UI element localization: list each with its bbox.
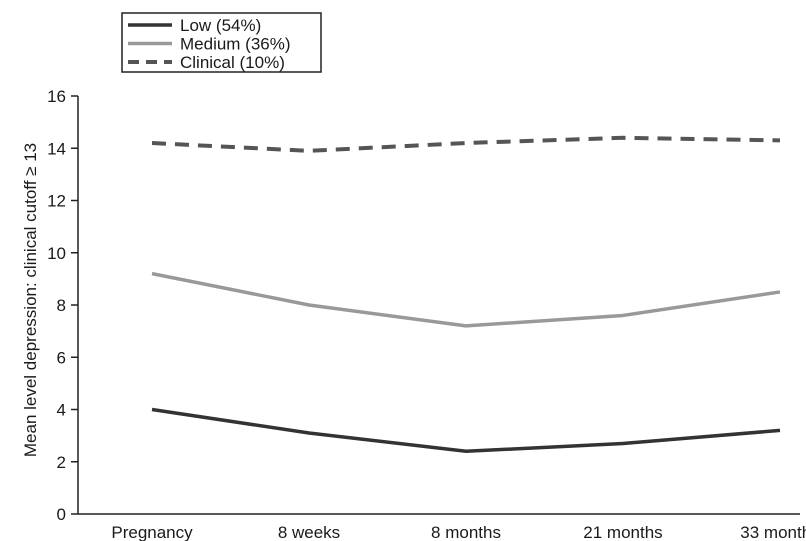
series-line-low	[151, 407, 781, 454]
y-tick-label: 10	[47, 244, 66, 263]
y-tick-label: 8	[57, 296, 66, 315]
y-axis-title: Mean level depression: clinical cutoff ≥…	[21, 143, 40, 457]
y-tick-label: 4	[57, 401, 66, 420]
x-tick-label: Pregnancy	[111, 523, 193, 541]
x-tick-label: 21 months	[583, 523, 662, 541]
y-tick-label: 0	[57, 505, 66, 524]
x-tick-label: 8 months	[431, 523, 501, 541]
legend-label: Clinical (10%)	[180, 53, 285, 72]
series-line-medium	[151, 271, 781, 328]
y-tick-label: 14	[47, 139, 66, 158]
y-axis: 0 2 4 6 8 10 12 14 16	[47, 87, 79, 524]
series-line-clinical	[151, 135, 781, 153]
series-layer	[151, 135, 781, 454]
legend-label: Medium (36%)	[180, 35, 291, 54]
legend: Low (54%)Medium (36%)Clinical (10%)	[121, 12, 322, 73]
y-tick-label: 2	[57, 453, 66, 472]
legend-label: Low (54%)	[180, 16, 261, 35]
x-tick-label: 8 weeks	[278, 523, 340, 541]
y-tick-label: 6	[57, 348, 66, 367]
y-tick-label: 12	[47, 192, 66, 211]
y-tick-label: 16	[47, 87, 66, 106]
x-tick-label: 33 months	[740, 523, 806, 541]
x-axis: Pregnancy 8 weeks 8 months 21 months 33 mont…	[78, 513, 806, 541]
